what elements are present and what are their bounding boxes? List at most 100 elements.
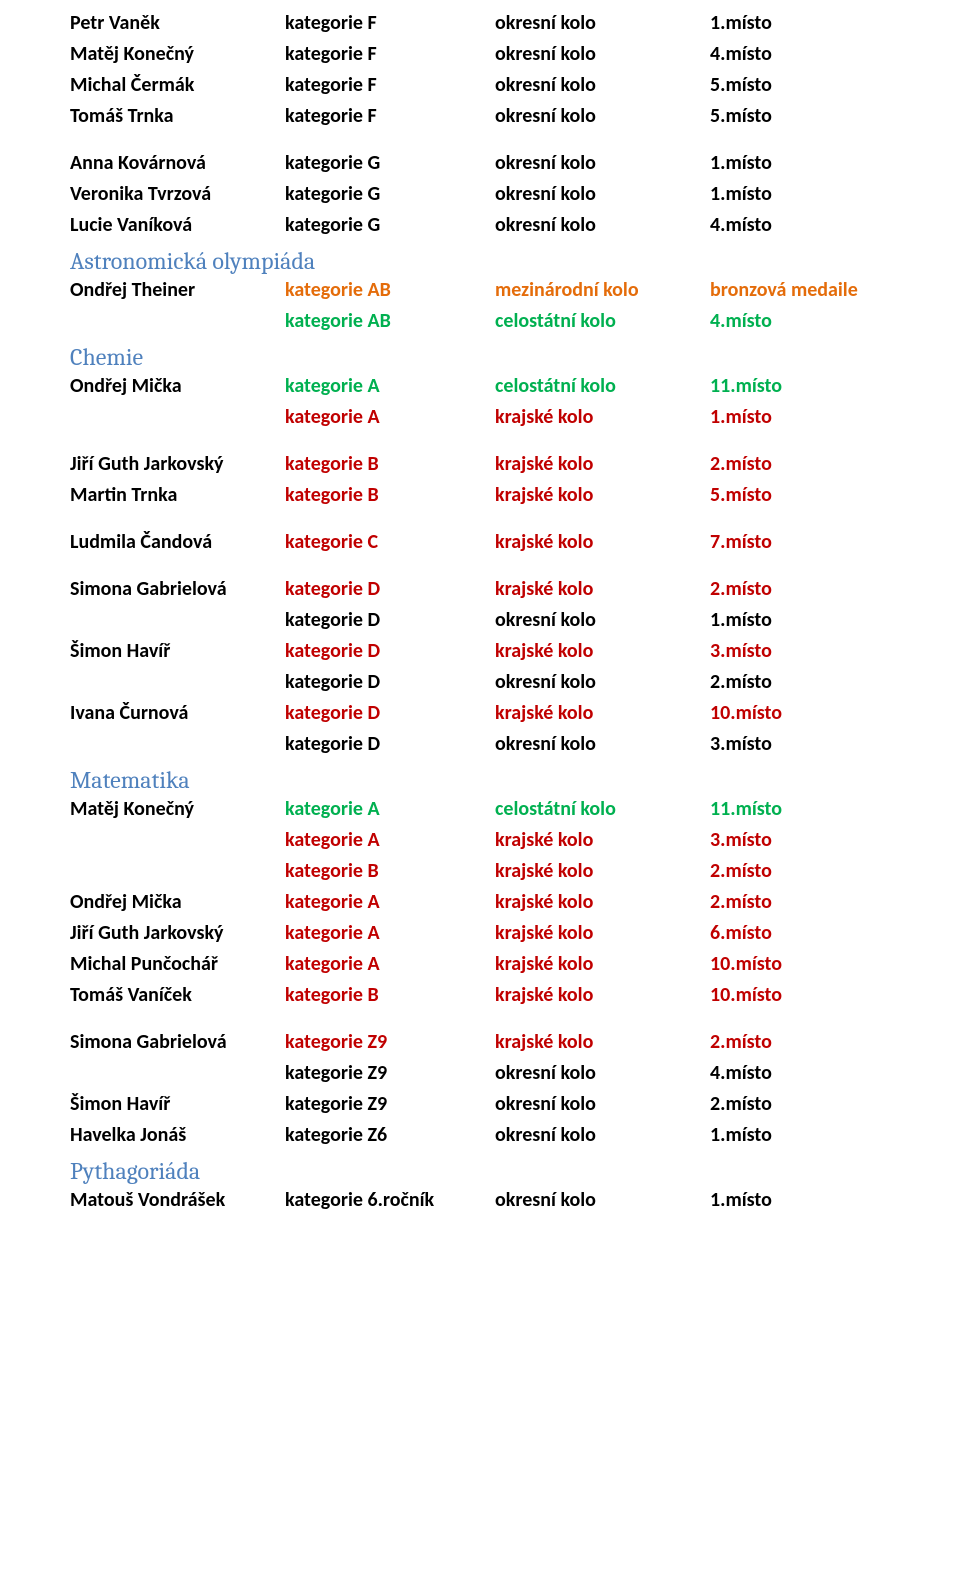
round: krajské kolo: [495, 449, 710, 480]
placement: 10.místo: [710, 980, 920, 1011]
round: okresní kolo: [495, 1185, 710, 1216]
category: kategorie A: [285, 825, 495, 856]
round: okresní kolo: [495, 70, 710, 101]
result-row: Ludmila Čandovákategorie Ckrajské kolo7.…: [70, 527, 920, 558]
placement: 2.místo: [710, 1027, 920, 1058]
student-name: Šimon Havíř: [70, 636, 285, 667]
category: kategorie F: [285, 39, 495, 70]
category: kategorie D: [285, 667, 495, 698]
category: kategorie G: [285, 210, 495, 241]
result-row: Ondřej Theinerkategorie ABmezinárodní ko…: [70, 275, 920, 306]
result-row: Michal Čermákkategorie Fokresní kolo5.mí…: [70, 70, 920, 101]
student-name: Anna Kovárnová: [70, 148, 285, 179]
student-name: Ondřej Mička: [70, 887, 285, 918]
section-heading: Chemie: [70, 343, 920, 371]
result-row: Šimon Havířkategorie Dkrajské kolo3.míst…: [70, 636, 920, 667]
placement: 1.místo: [710, 148, 920, 179]
student-name: Matěj Konečný: [70, 39, 285, 70]
placement: 1.místo: [710, 8, 920, 39]
result-row: Matěj Konečnýkategorie Fokresní kolo4.mí…: [70, 39, 920, 70]
placement: 3.místo: [710, 729, 920, 760]
result-row: Jiří Guth Jarkovskýkategorie Bkrajské ko…: [70, 449, 920, 480]
placement: 4.místo: [710, 306, 920, 337]
placement: 2.místo: [710, 574, 920, 605]
round: okresní kolo: [495, 179, 710, 210]
section-heading: Pythagoriáda: [70, 1157, 920, 1185]
student-name: Simona Gabrielová: [70, 1027, 285, 1058]
result-row: Ivana Čurnovákategorie Dkrajské kolo10.m…: [70, 698, 920, 729]
placement: 3.místo: [710, 636, 920, 667]
result-row: Anna Kovárnovákategorie Gokresní kolo1.m…: [70, 148, 920, 179]
student-name: Michal Punčochář: [70, 949, 285, 980]
category: kategorie F: [285, 101, 495, 132]
placement: 2.místo: [710, 449, 920, 480]
category: kategorie D: [285, 698, 495, 729]
student-name: Šimon Havíř: [70, 1089, 285, 1120]
round: krajské kolo: [495, 918, 710, 949]
category: kategorie D: [285, 729, 495, 760]
section-heading: Astronomická olympiáda: [70, 247, 920, 275]
student-name: Veronika Tvrzová: [70, 179, 285, 210]
result-row: kategorie Bkrajské kolo2.místo: [70, 856, 920, 887]
result-row: kategorie Akrajské kolo1.místo: [70, 402, 920, 433]
round: krajské kolo: [495, 574, 710, 605]
placement: bronzová medaile: [710, 275, 920, 306]
round: celostátní kolo: [495, 371, 710, 402]
category: kategorie B: [285, 856, 495, 887]
round: celostátní kolo: [495, 794, 710, 825]
round: okresní kolo: [495, 667, 710, 698]
student-name: Martin Trnka: [70, 480, 285, 511]
round: krajské kolo: [495, 949, 710, 980]
result-row: Ondřej Mičkakategorie Acelostátní kolo11…: [70, 371, 920, 402]
category: kategorie AB: [285, 306, 495, 337]
round: okresní kolo: [495, 729, 710, 760]
category: kategorie G: [285, 179, 495, 210]
placement: 1.místo: [710, 402, 920, 433]
category: kategorie D: [285, 605, 495, 636]
round: krajské kolo: [495, 856, 710, 887]
round: mezinárodní kolo: [495, 275, 710, 306]
student-name: Ondřej Mička: [70, 371, 285, 402]
placement: 2.místo: [710, 1089, 920, 1120]
student-name: Tomáš Vaníček: [70, 980, 285, 1011]
placement: 4.místo: [710, 1058, 920, 1089]
student-name: Ludmila Čandová: [70, 527, 285, 558]
placement: 10.místo: [710, 698, 920, 729]
round: krajské kolo: [495, 480, 710, 511]
category: kategorie G: [285, 148, 495, 179]
student-name: Ondřej Theiner: [70, 275, 285, 306]
round: krajské kolo: [495, 825, 710, 856]
round: krajské kolo: [495, 698, 710, 729]
placement: 7.místo: [710, 527, 920, 558]
placement: 1.místo: [710, 1120, 920, 1151]
result-row: Matouš Vondrášekkategorie 6.ročníkokresn…: [70, 1185, 920, 1216]
category: kategorie 6.ročník: [285, 1185, 495, 1216]
result-row: Ondřej Mičkakategorie Akrajské kolo2.mís…: [70, 887, 920, 918]
placement: 4.místo: [710, 39, 920, 70]
student-name: Matouš Vondrášek: [70, 1185, 285, 1216]
category: kategorie A: [285, 949, 495, 980]
placement: 3.místo: [710, 825, 920, 856]
category: kategorie A: [285, 887, 495, 918]
round: okresní kolo: [495, 1120, 710, 1151]
student-name: Matěj Konečný: [70, 794, 285, 825]
result-row: Veronika Tvrzovákategorie Gokresní kolo1…: [70, 179, 920, 210]
placement: 2.místo: [710, 887, 920, 918]
result-row: Havelka Jonáškategorie Z6okresní kolo1.m…: [70, 1120, 920, 1151]
category: kategorie B: [285, 480, 495, 511]
placement: 2.místo: [710, 856, 920, 887]
student-name: Ivana Čurnová: [70, 698, 285, 729]
round: okresní kolo: [495, 8, 710, 39]
category: kategorie D: [285, 636, 495, 667]
round: krajské kolo: [495, 1027, 710, 1058]
result-row: Martin Trnkakategorie Bkrajské kolo5.mís…: [70, 480, 920, 511]
round: celostátní kolo: [495, 306, 710, 337]
spacer: [70, 1011, 920, 1027]
result-row: Petr Vaněkkategorie Fokresní kolo1.místo: [70, 8, 920, 39]
result-row: Michal Punčochářkategorie Akrajské kolo1…: [70, 949, 920, 980]
round: okresní kolo: [495, 148, 710, 179]
result-row: kategorie Dokresní kolo3.místo: [70, 729, 920, 760]
round: okresní kolo: [495, 210, 710, 241]
category: kategorie F: [285, 8, 495, 39]
placement: 11.místo: [710, 371, 920, 402]
